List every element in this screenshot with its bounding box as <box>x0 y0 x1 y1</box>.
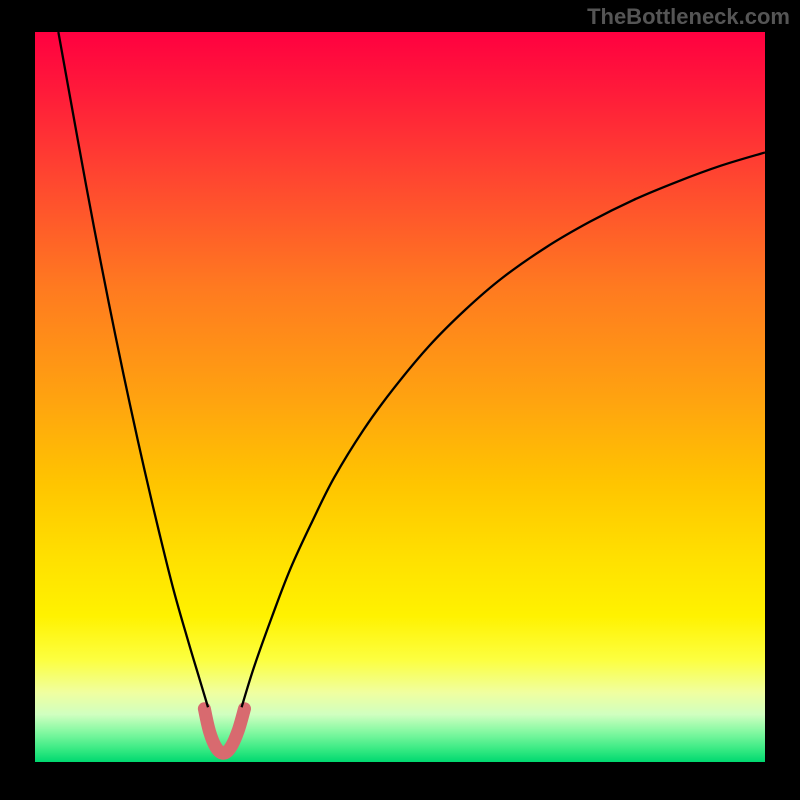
plot-background-gradient <box>35 32 765 762</box>
bottleneck-chart <box>0 0 800 800</box>
watermark-text: TheBottleneck.com <box>587 4 790 30</box>
